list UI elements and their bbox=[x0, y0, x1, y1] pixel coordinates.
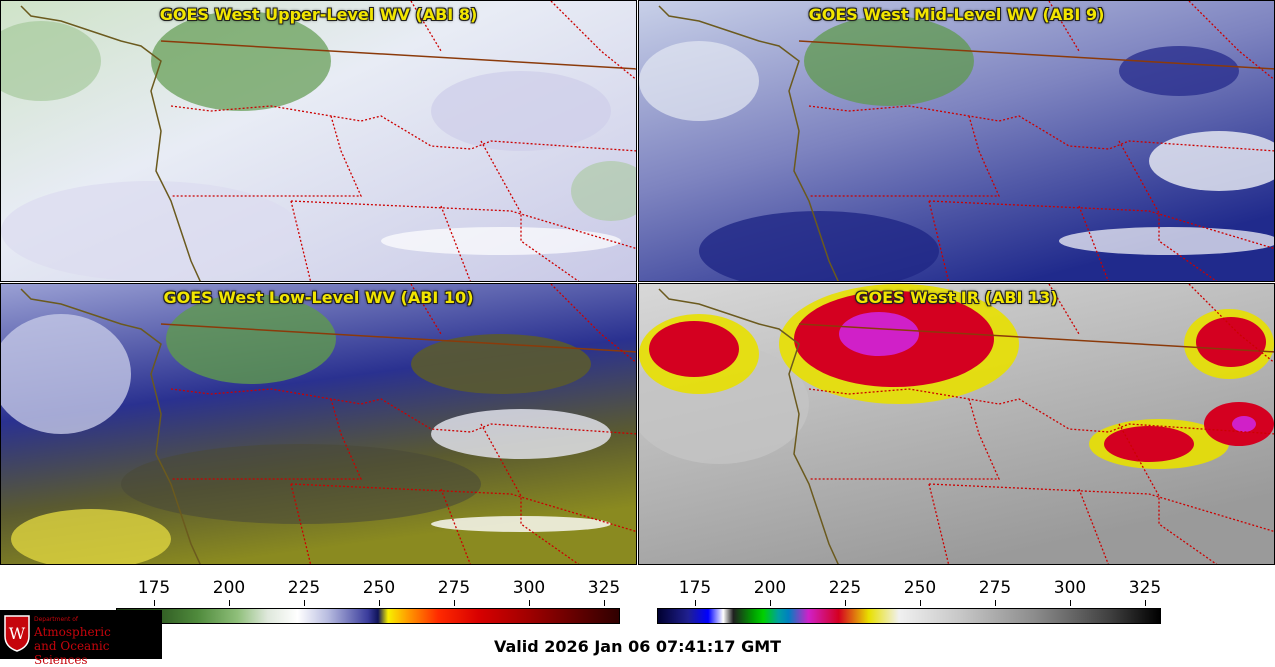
logo-line2: Atmospheric bbox=[34, 625, 111, 639]
low-level-wv-panel: GOES West Low-Level WV (ABI 10) bbox=[0, 283, 637, 565]
colorbar-tick-label: 200 bbox=[753, 578, 787, 598]
panel-title: GOES West IR (ABI 13) bbox=[855, 288, 1058, 307]
aos-logo: W Department of Atmospheric and Oceanic … bbox=[0, 610, 162, 667]
colorbar-tick-mark bbox=[695, 600, 696, 606]
colorbar-tick-mark bbox=[379, 600, 380, 606]
colorbar-tick-label: 300 bbox=[512, 578, 546, 598]
wv-colorbar-ticks: 175 200 225 250 275 300 325 bbox=[116, 578, 621, 606]
colorbar-tick-label: 325 bbox=[1128, 578, 1162, 598]
colorbar-tick-mark bbox=[1070, 600, 1071, 606]
colorbar-tick-mark bbox=[770, 600, 771, 606]
ir-panel: GOES West IR (ABI 13) bbox=[638, 283, 1275, 565]
uw-shield-icon: W bbox=[4, 615, 30, 652]
colorbar-tick-mark bbox=[995, 600, 996, 606]
low-level-wv-image bbox=[1, 284, 636, 564]
panel-title: GOES West Mid-Level WV (ABI 9) bbox=[808, 5, 1105, 24]
colorbar-tick-label: 275 bbox=[978, 578, 1012, 598]
colorbar-tick-mark bbox=[1145, 600, 1146, 606]
upper-level-wv-image bbox=[1, 1, 636, 281]
mid-level-wv-panel: GOES West Mid-Level WV (ABI 9) bbox=[638, 0, 1275, 282]
colorbar-tick-mark bbox=[604, 600, 605, 606]
valid-time: Valid 2026 Jan 06 07:41:17 GMT bbox=[493, 637, 782, 656]
colorbar-tick-label: 275 bbox=[437, 578, 471, 598]
colorbar-tick-mark bbox=[154, 600, 155, 606]
colorbar-tick-label: 250 bbox=[903, 578, 937, 598]
ir-colorbar bbox=[657, 608, 1161, 624]
colorbar-tick-label: 175 bbox=[137, 578, 171, 598]
colorbar-tick-mark bbox=[454, 600, 455, 606]
colorbar-tick-label: 225 bbox=[287, 578, 321, 598]
upper-level-wv-panel: GOES West Upper-Level WV (ABI 8) bbox=[0, 0, 637, 282]
colorbar-tick-label: 325 bbox=[587, 578, 621, 598]
colorbar-tick-label: 300 bbox=[1053, 578, 1087, 598]
colorbar-tick-mark bbox=[229, 600, 230, 606]
colorbar-tick-label: 200 bbox=[212, 578, 246, 598]
colorbar-tick-mark bbox=[920, 600, 921, 606]
ir-colorbar-ticks: 175 200 225 250 275 300 325 bbox=[657, 578, 1162, 606]
colorbar-tick-label: 175 bbox=[678, 578, 712, 598]
panel-title: GOES West Upper-Level WV (ABI 8) bbox=[159, 5, 478, 24]
colorbar-tick-label: 250 bbox=[362, 578, 396, 598]
panel-title: GOES West Low-Level WV (ABI 10) bbox=[163, 288, 474, 307]
svg-text:W: W bbox=[9, 624, 26, 643]
mid-level-wv-image bbox=[639, 1, 1274, 281]
ir-image bbox=[639, 284, 1274, 564]
colorbar-tick-label: 225 bbox=[828, 578, 862, 598]
colorbar-tick-mark bbox=[529, 600, 530, 606]
wv-colorbar bbox=[116, 608, 620, 624]
colorbar-tick-mark bbox=[845, 600, 846, 606]
colorbar-tick-mark bbox=[304, 600, 305, 606]
logo-line1: Department of bbox=[34, 616, 78, 623]
